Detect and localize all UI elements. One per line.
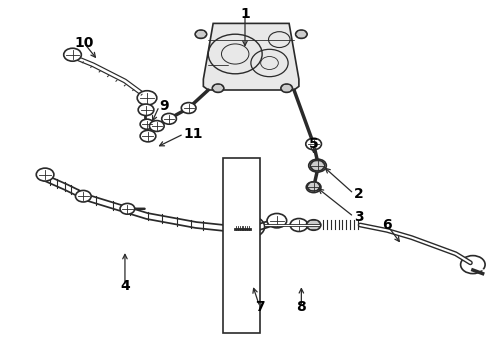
Circle shape: [306, 138, 321, 150]
Text: 5: 5: [309, 137, 318, 151]
Circle shape: [140, 119, 154, 129]
Circle shape: [306, 220, 321, 230]
Circle shape: [140, 130, 156, 142]
Text: 10: 10: [74, 36, 94, 50]
Circle shape: [162, 113, 176, 124]
Circle shape: [295, 30, 307, 39]
Polygon shape: [203, 23, 299, 90]
Circle shape: [36, 168, 54, 181]
Circle shape: [64, 48, 81, 61]
Circle shape: [137, 91, 157, 105]
Circle shape: [75, 190, 91, 202]
Bar: [223, 158, 260, 333]
Circle shape: [310, 160, 325, 171]
Text: 7: 7: [255, 300, 265, 314]
Circle shape: [290, 219, 308, 231]
Circle shape: [306, 182, 321, 193]
Circle shape: [281, 84, 293, 93]
Text: 9: 9: [159, 99, 169, 113]
Circle shape: [149, 121, 164, 131]
Text: 3: 3: [354, 210, 364, 224]
Circle shape: [307, 182, 320, 191]
Circle shape: [212, 84, 224, 93]
Text: 6: 6: [382, 218, 392, 232]
Circle shape: [181, 103, 196, 113]
Circle shape: [138, 104, 154, 116]
Text: 8: 8: [296, 300, 306, 314]
Circle shape: [120, 203, 135, 214]
Text: 11: 11: [184, 127, 203, 141]
Text: 4: 4: [120, 279, 130, 293]
Text: 2: 2: [354, 187, 364, 201]
Circle shape: [195, 30, 207, 39]
Text: 1: 1: [240, 8, 250, 21]
Circle shape: [309, 159, 326, 172]
Circle shape: [267, 213, 287, 228]
